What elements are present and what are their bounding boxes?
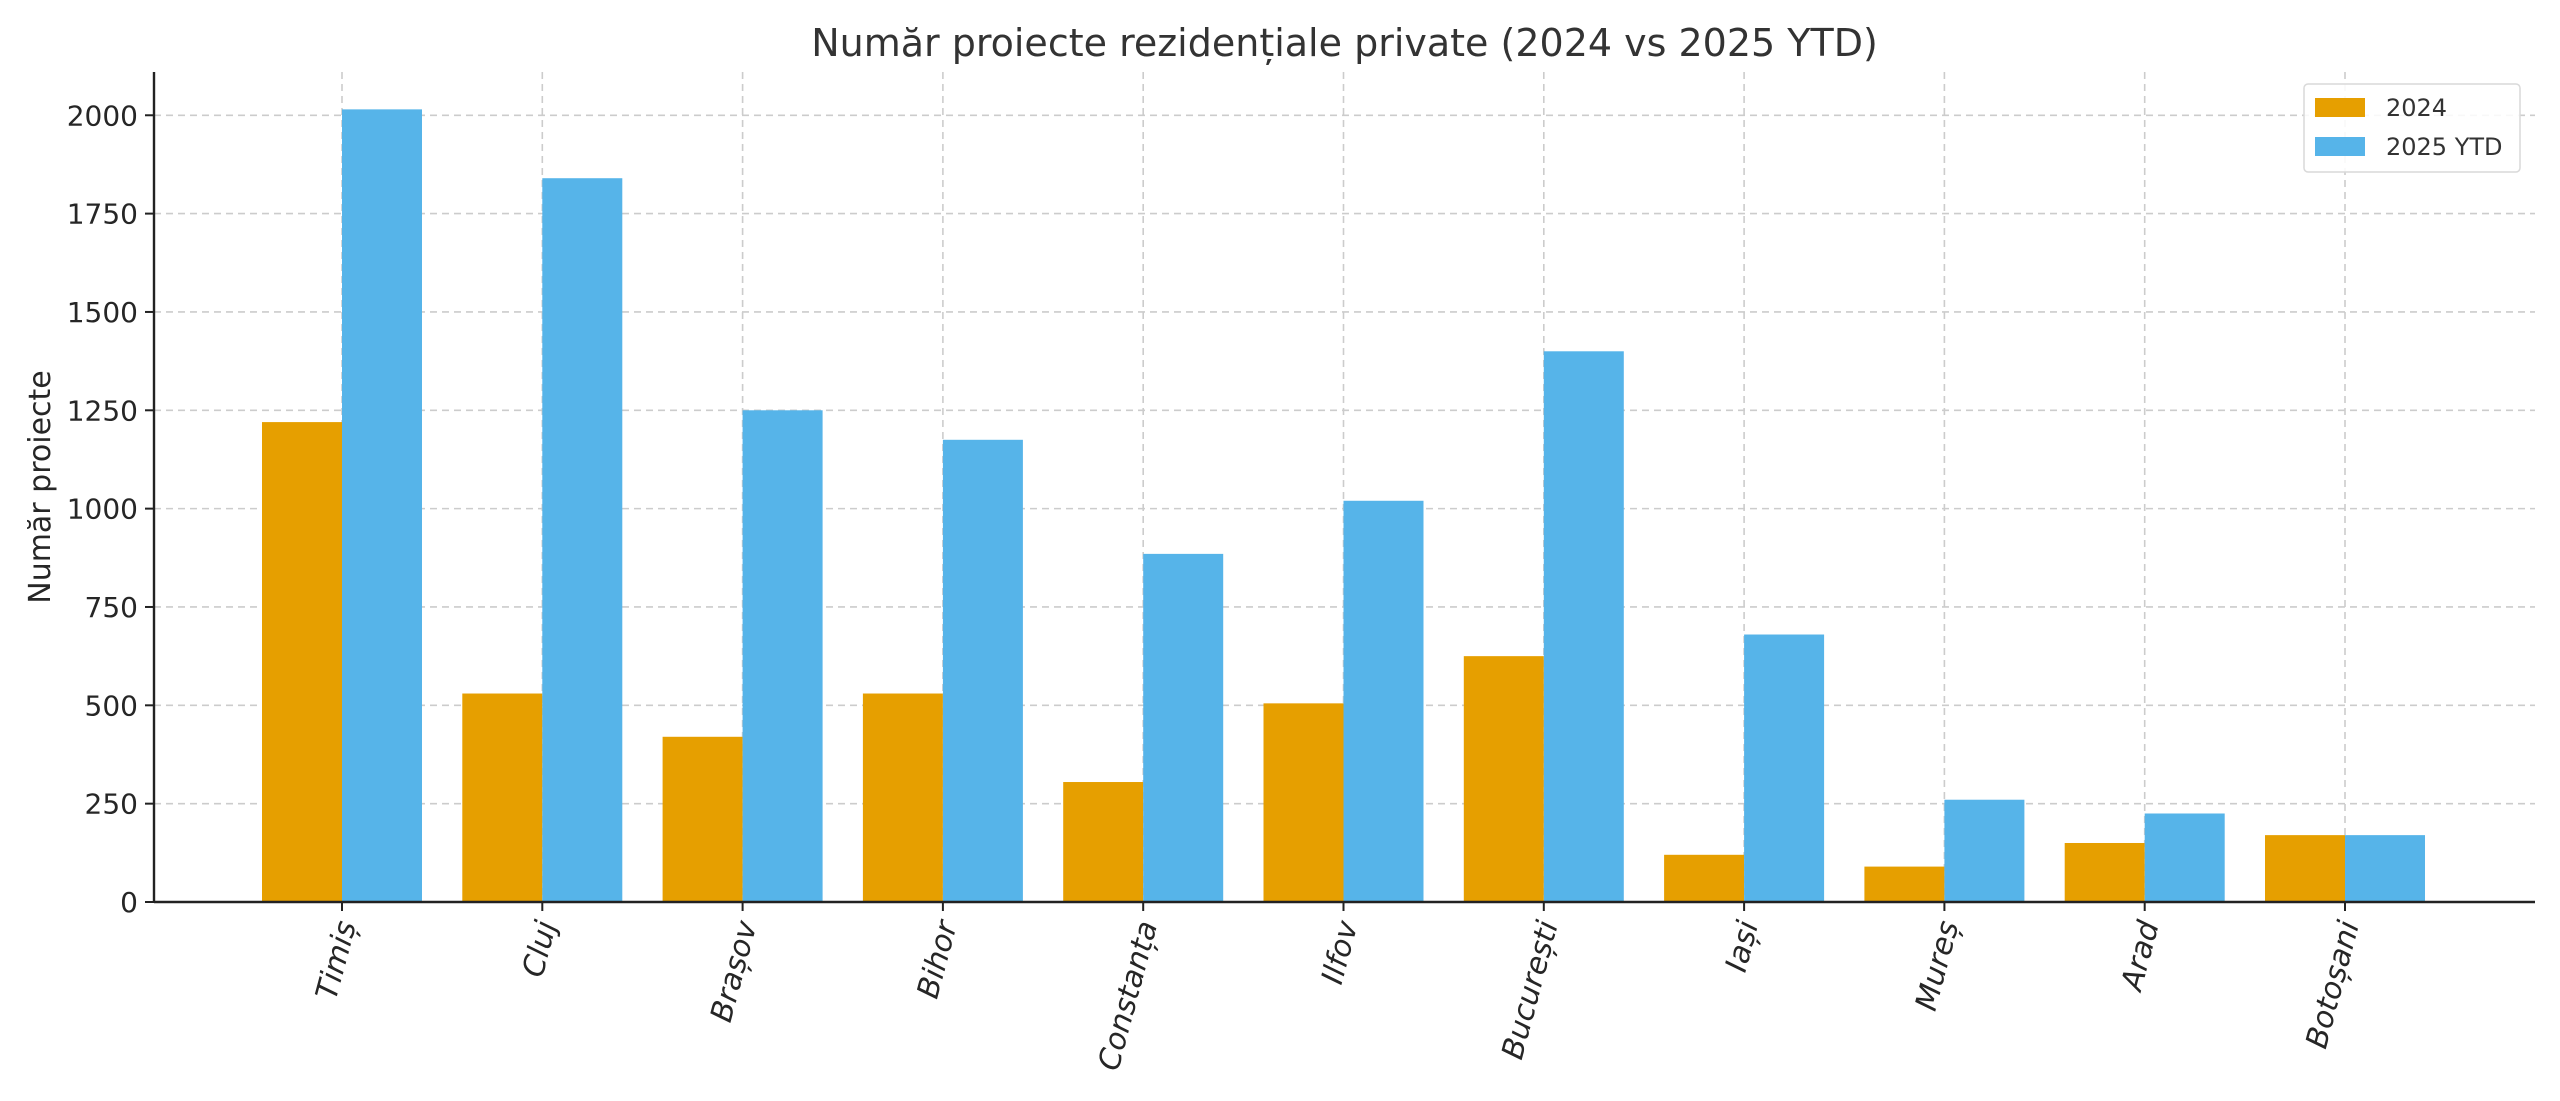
bar-2025-ytd-4 [1143, 553, 1224, 902]
x-tick-label: Ilfov [1315, 916, 1366, 988]
bar-2025-ytd-3 [942, 439, 1023, 902]
bar-2024-9 [2064, 842, 2145, 902]
bar-2024-0 [262, 422, 342, 902]
bar-2025-ytd-9 [2144, 813, 2225, 902]
bar-2025-ytd-5 [1343, 500, 1424, 902]
bar-2024-5 [1263, 703, 1344, 902]
y-tick-label: 1750 [67, 198, 138, 231]
chart-title: Număr proiecte rezidențiale private (202… [811, 21, 1878, 65]
bar-2025-ytd-0 [342, 109, 422, 902]
x-tick-label: Constanța [1092, 917, 1165, 1074]
x-tick-label: Iași [1719, 917, 1766, 976]
bar-2025-ytd-1 [542, 178, 623, 903]
x-tick-label: Mureș [1909, 917, 1966, 1014]
y-tick-label: 1500 [67, 296, 138, 329]
bars [262, 109, 2425, 903]
x-tick-label: Brașov [704, 916, 765, 1026]
x-tick-label: Botoșani [2299, 917, 2367, 1053]
bar-2024-4 [1063, 782, 1144, 902]
bar-2025-ytd-8 [1944, 799, 2025, 902]
bar-2024-3 [862, 693, 943, 902]
x-tick-label: Timiș [309, 917, 363, 1003]
bar-2024-8 [1864, 866, 1945, 902]
bar-2024-1 [462, 693, 543, 902]
legend-swatch-2025-ytd [2315, 137, 2365, 156]
legend-label-2025-ytd: 2025 YTD [2386, 133, 2503, 161]
y-axis-label: Număr proiecte [23, 370, 58, 604]
bar-2024-6 [1463, 656, 1544, 902]
bar-2024-10 [2265, 835, 2345, 902]
x-tick-label: Cluj [516, 917, 565, 981]
y-ticks: 0 250 500 750 1000 1250 1500 1750 2000 [67, 99, 154, 919]
y-tick-label: 250 [85, 788, 138, 821]
legend-label-2024: 2024 [2386, 94, 2447, 122]
y-tick-label: 750 [85, 591, 138, 624]
x-tick-label: București [1495, 917, 1566, 1063]
y-tick-label: 0 [120, 886, 138, 919]
legend: 2024 2025 YTD [2303, 83, 2521, 173]
bar-2025-ytd-2 [742, 410, 823, 902]
x-tick-label: Bihor [911, 916, 966, 1003]
x-ticks: Timiș Cluj Brașov Bihor Constanța Ilfov Bucure… [309, 902, 2367, 1074]
legend-swatch-2024 [2315, 98, 2365, 117]
bar-2025-ytd-10 [2345, 835, 2425, 902]
bar-2025-ytd-6 [1543, 351, 1624, 903]
y-tick-label: 500 [85, 689, 138, 722]
y-tick-label: 2000 [67, 99, 138, 132]
x-tick-label: Arad [2114, 916, 2167, 996]
y-tick-label: 1000 [67, 493, 138, 526]
bar-2024-7 [1664, 854, 1745, 902]
y-tick-label: 1250 [67, 394, 138, 427]
bar-2025-ytd-7 [1744, 634, 1825, 902]
bar-2024-2 [662, 736, 743, 902]
